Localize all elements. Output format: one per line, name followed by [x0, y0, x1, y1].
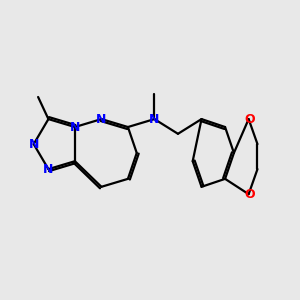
Text: N: N [43, 163, 54, 176]
Text: O: O [245, 188, 255, 201]
Text: O: O [245, 112, 255, 126]
Text: N: N [96, 112, 106, 126]
Text: N: N [28, 138, 39, 151]
Text: N: N [149, 112, 160, 126]
Text: N: N [70, 121, 80, 134]
